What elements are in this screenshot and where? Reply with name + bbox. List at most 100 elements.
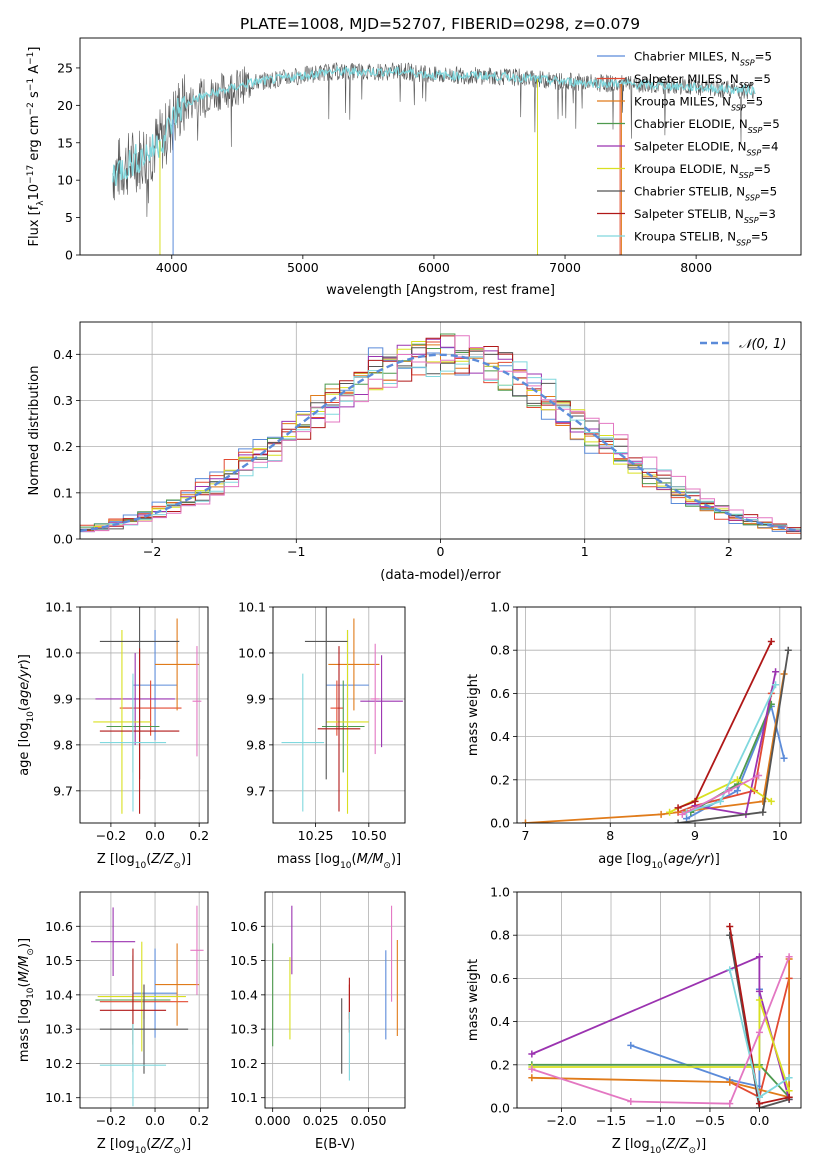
legend-entry: Kroupa MILES, NSSP=5: [634, 95, 763, 113]
weight_vs_age-panel: 7 8 9 10 0.0 0.2 0.4 0.6 0.8 1.0 age [log10(age/yr…: [466, 600, 802, 871]
y-tick-label: 5: [65, 210, 73, 225]
y-tick-label: 9.7: [53, 783, 73, 798]
x-tick-label: 8: [606, 828, 614, 843]
x-tick-label: 2: [725, 544, 733, 559]
weight-marker: [785, 1093, 793, 1101]
weight-marker: [784, 646, 792, 654]
axes-frame: [79, 606, 209, 824]
weight-marker: [767, 638, 775, 646]
x-tick-label: 0.0: [749, 1113, 769, 1128]
weight-marker: [755, 771, 763, 779]
weight-marker: [755, 1093, 763, 1101]
y-tick-label: 10.2: [45, 1056, 73, 1071]
weight-marker: [674, 804, 682, 812]
weight-marker: [755, 1063, 763, 1071]
mass_vs_ebv-panel: 0.000 0.025 0.050 10.1 10.2 10.3 10.4 10.5 10.6 E…: [230, 891, 406, 1152]
y-tick-label: 10.2: [230, 1056, 258, 1071]
y-tick-label: 0.2: [490, 1057, 510, 1072]
weight-marker: [627, 1098, 635, 1106]
weight_vs_Z-panel: −2.0 −1.5 −1.0 −0.5 0.0 0.0 0.2 0.4 0.6 0.8 1.0 Z […: [466, 885, 802, 1156]
weight-marker: [772, 681, 780, 689]
weight-marker: [755, 1028, 763, 1036]
weight-marker: [726, 1100, 734, 1108]
legend-entry: 𝒩(0, 1): [739, 337, 786, 352]
legend-entry: Kroupa STELIB, NSSP=5: [634, 230, 768, 248]
axes-frame: [79, 891, 209, 1109]
y-tick-label: 0.8: [490, 928, 510, 943]
x-tick-label: −2: [143, 544, 161, 559]
x-tick-label: −2.0: [546, 1113, 576, 1128]
weight-marker: [725, 787, 733, 795]
weight-marker: [674, 819, 682, 823]
y-axis-label: mass weight: [466, 674, 481, 756]
legend-entry: Chabrier STELIB, NSSP=5: [634, 185, 777, 203]
residual-legend: 𝒩(0, 1): [700, 337, 786, 352]
x-axis-label: E(B-V): [315, 1137, 355, 1152]
x-tick-label: 10.25: [298, 828, 334, 843]
y-axis-label: mass [log10(M/M⊙)]: [17, 938, 36, 1062]
x-tick-label: 0.000: [255, 1113, 291, 1128]
x-tick-label: 0.0: [145, 1113, 165, 1128]
y-tick-label: 10.3: [45, 1022, 73, 1037]
y-tick-label: 10.3: [230, 1022, 258, 1037]
weight-marker: [785, 1074, 793, 1082]
y-tick-label: 15: [57, 135, 73, 150]
weight-marker: [755, 953, 763, 961]
y-tick-label: 20: [57, 98, 73, 113]
axes-frame: [272, 606, 406, 824]
axes-frame: [516, 891, 802, 1109]
error-bars: [93, 607, 202, 814]
y-tick-label: 0.4: [490, 729, 510, 744]
x-tick-label: −1.0: [645, 1113, 675, 1128]
weight-marker: [528, 1074, 536, 1082]
y-axis-label: mass weight: [466, 959, 481, 1041]
x-axis-label: Z [log10(Z/Z⊙)]: [97, 1137, 191, 1156]
y-tick-label: 0.6: [490, 686, 510, 701]
y-tick-label: 10.1: [230, 1090, 258, 1105]
x-tick-label: 5000: [287, 260, 319, 275]
x-tick-label: 6000: [418, 260, 450, 275]
y-tick-label: 9.9: [53, 691, 73, 706]
age_vs_mass-panel: 10.25 10.50 9.7 9.8 9.9 10.0 10.1 mass [log10(M…: [238, 600, 406, 871]
weight-marker: [716, 797, 724, 805]
legend-entry: Salpeter ELODIE, NSSP=4: [634, 140, 779, 158]
weight-marker: [759, 808, 767, 816]
error-bars: [281, 607, 403, 814]
x-tick-label: 7: [522, 828, 530, 843]
x-tick-label: 0.025: [303, 1113, 339, 1128]
spectrum-panel: 4000 5000 6000 7000 8000 0 5 10 15 20 25 wavelength…: [26, 37, 802, 298]
weight-line: [728, 935, 790, 1108]
x-tick-label: 10: [772, 828, 788, 843]
y-tick-label: 1.0: [490, 600, 510, 615]
figure-title: PLATE=1008, MJD=52707, FIBERID=0298, z=0…: [240, 15, 640, 33]
y-tick-label: 10.1: [45, 600, 73, 615]
y-tick-label: 10.0: [45, 645, 73, 660]
x-tick-label: 7000: [549, 260, 581, 275]
x-tick-label: −1: [287, 544, 305, 559]
model-spectrum-line: [112, 65, 756, 186]
weight-marker: [666, 808, 674, 816]
weight-marker: [691, 797, 699, 805]
legend-entry: Kroupa ELODIE, NSSP=5: [634, 162, 771, 180]
y-tick-label: 10.5: [230, 953, 258, 968]
x-tick-label: 9: [691, 828, 699, 843]
histogram-steps: [80, 333, 801, 534]
histogram-line: [80, 347, 801, 532]
weight-marker: [627, 1041, 635, 1049]
y-tick-label: 10.1: [45, 1090, 73, 1105]
weight-line: [531, 959, 790, 1099]
x-axis-label: Z [log10(Z/Z⊙)]: [612, 1137, 706, 1156]
y-axis-label: Flux [fλ10−17 erg cm−2 s−1 A−1]: [26, 47, 46, 247]
y-tick-label: 0.0: [490, 1101, 510, 1116]
x-axis-label: age [log10(age/yr)]: [598, 852, 720, 871]
x-tick-label: 8000: [680, 260, 712, 275]
x-tick-label: −1.5: [596, 1113, 626, 1128]
weight-lines: [528, 923, 793, 1108]
y-axis-label: age [log10(age/yr)]: [17, 654, 36, 776]
weight-marker: [767, 797, 775, 805]
normal-curve: [80, 353, 801, 533]
x-tick-label: 0: [437, 544, 445, 559]
y-tick-label: 9.7: [246, 783, 266, 798]
axes-frame: [516, 606, 802, 824]
